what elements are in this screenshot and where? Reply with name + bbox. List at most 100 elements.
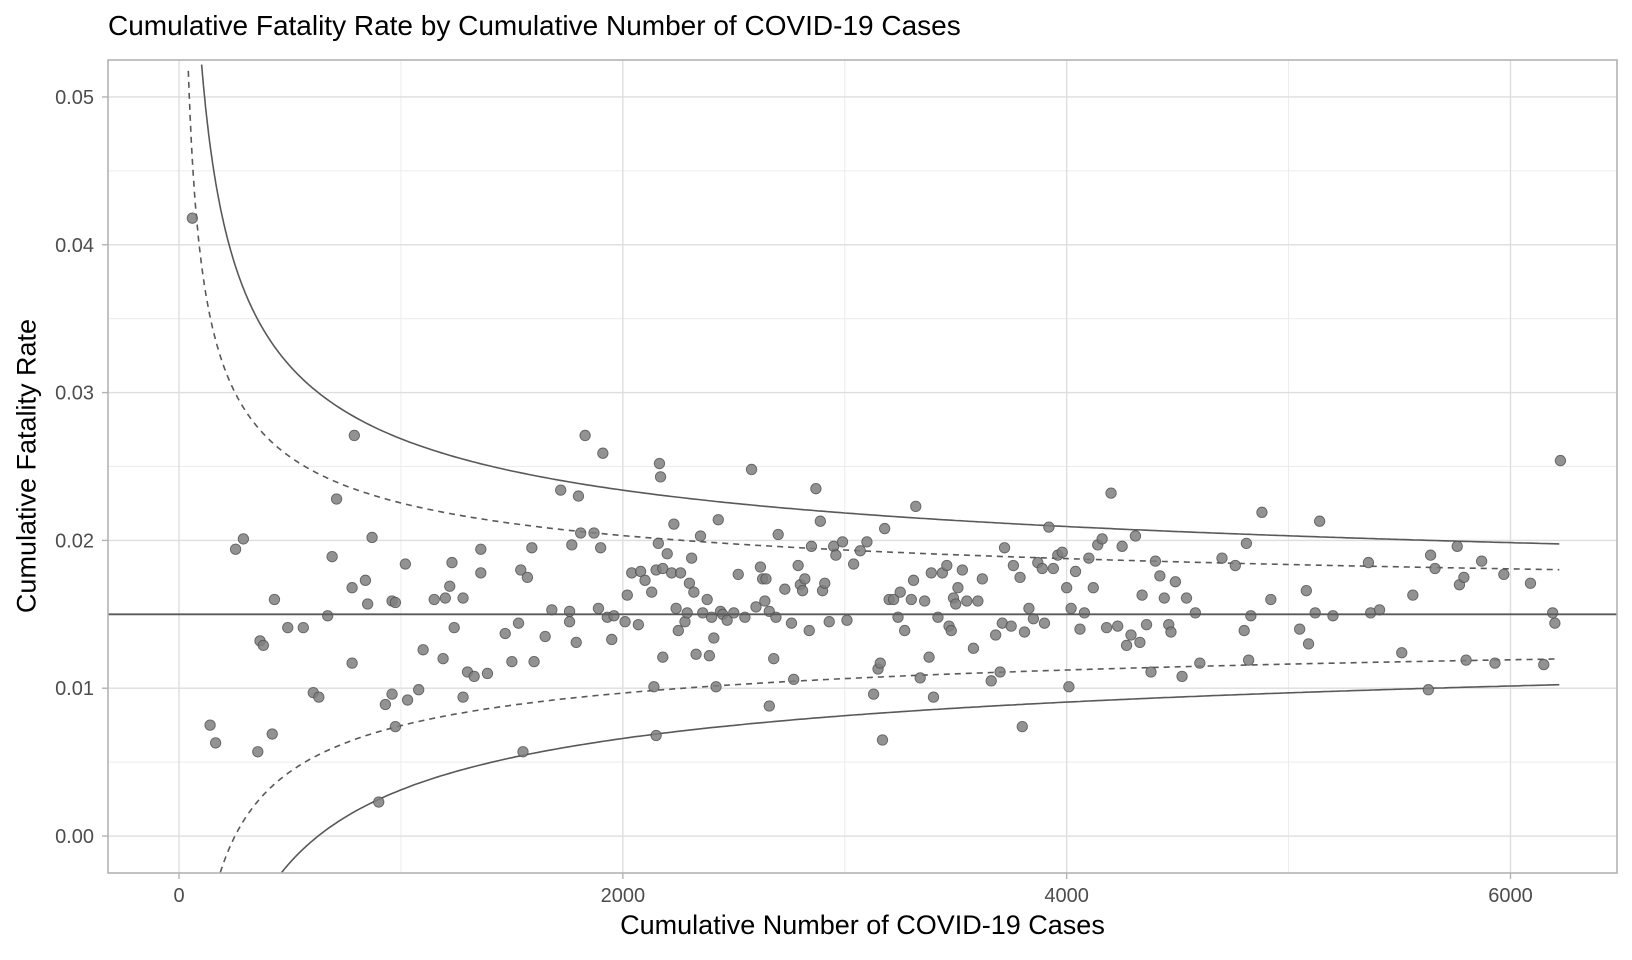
data-point [836, 536, 849, 548]
data-point [887, 593, 900, 606]
data-point [1087, 582, 1099, 594]
data-point [1105, 487, 1117, 499]
data-point [945, 624, 957, 637]
data-point [661, 548, 673, 560]
data-point [674, 567, 687, 579]
data-point [952, 582, 964, 594]
data-point [1065, 602, 1077, 615]
data-point [854, 545, 866, 557]
data-point [1451, 540, 1463, 552]
data-point [1043, 521, 1055, 533]
data-point [796, 585, 809, 597]
data-point [1014, 571, 1026, 584]
data-point [1005, 620, 1017, 632]
data-point [448, 621, 460, 634]
data-point [209, 737, 222, 749]
data-point [914, 672, 926, 684]
data-point [785, 617, 798, 629]
data-point [879, 522, 891, 535]
data-point [899, 624, 911, 637]
data-point [653, 457, 666, 470]
data-point [597, 447, 609, 459]
data-point [788, 673, 800, 686]
data-point [579, 429, 591, 442]
data-point [830, 549, 842, 561]
data-point [326, 551, 338, 563]
data-point [681, 607, 693, 619]
y-axis-label: Cumulative Fatality Rate [11, 318, 42, 614]
data-point [918, 595, 931, 607]
data-point [1083, 552, 1095, 564]
upper-inner-limit-line [187, 70, 1560, 571]
data-point [632, 619, 645, 631]
x-tick-label: 2000 [601, 885, 646, 907]
data-point [683, 577, 696, 589]
data-point [373, 796, 385, 808]
data-point [1294, 623, 1306, 635]
data-point [539, 630, 551, 643]
data-point [515, 564, 527, 576]
data-point [1245, 610, 1257, 622]
data-point [1475, 555, 1488, 567]
data-point [1038, 617, 1051, 629]
data-point [998, 542, 1011, 554]
data-point [779, 583, 791, 595]
data-point [823, 616, 835, 628]
data-point [413, 684, 425, 696]
panel-border [107, 59, 1618, 874]
data-point [925, 567, 937, 579]
data-point [989, 629, 1002, 641]
data-point [282, 621, 294, 634]
chart-title: Cumulative Fatality Rate by Cumulative N… [108, 10, 961, 41]
data-point [1140, 619, 1153, 631]
data-point [361, 598, 374, 610]
data-point [1424, 549, 1437, 561]
y-tick-label: 0.00 [55, 826, 94, 848]
data-point [526, 542, 538, 554]
data-point [1458, 571, 1470, 584]
data-point [1238, 624, 1250, 637]
data-point [268, 593, 281, 606]
data-point [894, 586, 906, 598]
data-point [1047, 562, 1059, 575]
data-point [654, 471, 667, 483]
data-point [847, 558, 860, 570]
data-point [768, 653, 780, 665]
data-point [186, 212, 198, 224]
data-point [204, 719, 216, 731]
data-point [348, 429, 360, 442]
data-point [621, 589, 633, 601]
x-tick-label: 0 [173, 885, 184, 907]
data-point [1120, 639, 1133, 652]
data-point [1242, 654, 1255, 666]
data-point [1407, 589, 1419, 601]
data-point [750, 601, 762, 613]
data-point [588, 527, 600, 539]
data-point [401, 694, 414, 706]
data-point [1125, 629, 1137, 641]
data-point [1300, 585, 1312, 597]
data-point [606, 633, 618, 646]
data-point [819, 577, 831, 589]
data-point [379, 698, 392, 711]
data-point [694, 530, 707, 542]
data-point [1194, 657, 1206, 669]
data-point [1460, 654, 1472, 666]
data-point [1189, 607, 1202, 619]
data-point [648, 681, 660, 693]
data-point [1327, 610, 1339, 622]
data-point [366, 531, 378, 544]
y-tick-label: 0.04 [55, 235, 94, 257]
data-point [1549, 617, 1561, 629]
data-point [910, 500, 922, 513]
data-point [1036, 562, 1048, 575]
data-point [330, 493, 343, 505]
data-point [927, 691, 940, 703]
data-point [229, 543, 242, 555]
data-point [985, 675, 997, 687]
data-point [512, 617, 525, 629]
data-point [1149, 555, 1162, 567]
data-point [563, 616, 576, 628]
data-point [1016, 721, 1028, 733]
data-points [186, 212, 1567, 808]
